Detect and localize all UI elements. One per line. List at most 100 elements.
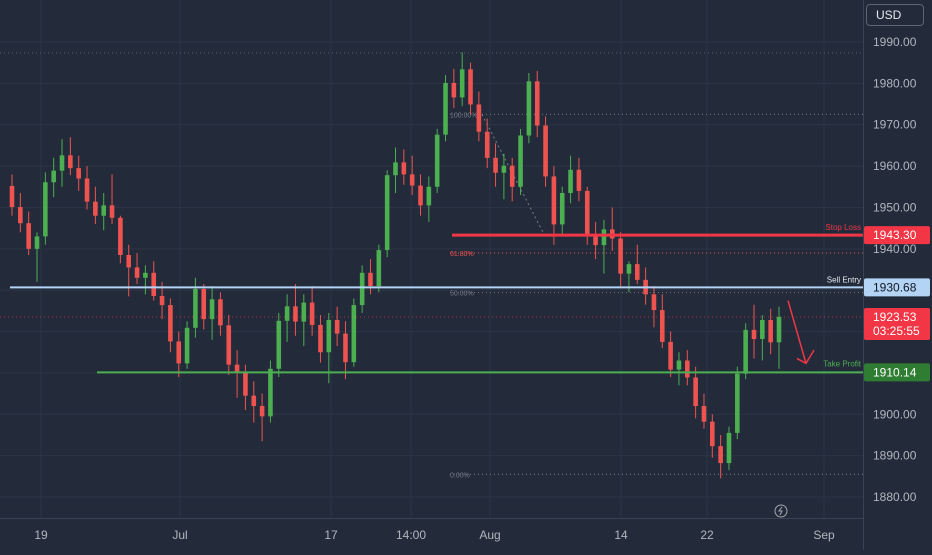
candle-body: [84, 178, 90, 202]
candle-body: [451, 82, 457, 98]
candle-body: [710, 421, 715, 447]
last-price-countdown: 03:25:55: [873, 324, 920, 338]
fib-level-label: 50.00%: [450, 291, 474, 298]
candle-body: [9, 185, 15, 208]
candle-body: [768, 319, 773, 343]
time-tick-label: 14:00: [396, 528, 426, 542]
candle-body: [26, 223, 31, 249]
candle-body: [760, 319, 765, 339]
candle-body: [526, 81, 532, 136]
candle-body: [59, 155, 65, 171]
price-tick-label: 1960.00: [873, 159, 917, 173]
last-price-badge-value: 1923.53: [873, 310, 917, 324]
price-tick-label: 1970.00: [873, 118, 917, 132]
candle-body: [193, 288, 198, 328]
candle-body: [634, 264, 640, 280]
candle-body: [126, 255, 132, 268]
candle-body: [376, 250, 382, 287]
candle-body: [426, 186, 432, 206]
candle-body: [626, 264, 632, 274]
candle-body: [401, 162, 407, 175]
candle-body: [701, 406, 707, 422]
candle-body: [501, 165, 507, 173]
projection-arrow-shaft: [787, 300, 807, 364]
candle-body: [226, 325, 232, 365]
price-tick-label: 1880.00: [873, 490, 917, 504]
candle-body: [359, 272, 365, 306]
candle-body: [443, 82, 448, 135]
candle-body: [318, 324, 323, 353]
candle-body: [109, 205, 115, 218]
last-price-badge[interactable]: [864, 307, 930, 340]
time-tick-label: Jul: [172, 528, 187, 542]
time-tick-label: Aug: [479, 528, 500, 542]
candle-body: [251, 395, 257, 406]
currency-selector[interactable]: USD: [866, 4, 924, 26]
candle-body: [18, 207, 23, 224]
candle-body: [659, 310, 665, 342]
time-tick-label: 19: [34, 528, 48, 542]
take-profit-label: Take Profit: [823, 359, 862, 368]
stop-loss-badge[interactable]: [864, 226, 930, 245]
candle-body: [518, 135, 523, 187]
candle-body: [418, 185, 423, 206]
candle-body: [776, 316, 782, 343]
candle-body: [243, 372, 248, 396]
candle-body: [668, 341, 673, 370]
time-tick-label: 22: [700, 528, 714, 542]
candle-body: [751, 329, 757, 339]
sell-entry-badge-value: 1930.68: [873, 280, 917, 294]
candle-body: [409, 174, 415, 186]
candle-body: [276, 320, 282, 369]
price-tick-label: 1940.00: [873, 242, 917, 256]
candle-body: [718, 446, 723, 464]
currency-label: USD: [876, 8, 902, 22]
price-tick-label: 1900.00: [873, 407, 917, 421]
candle-body: [459, 69, 465, 98]
candle-body: [93, 201, 98, 216]
candle-body: [168, 305, 173, 342]
time-tick-label: 14: [614, 528, 628, 542]
candle-body: [184, 327, 190, 364]
candle-body: [576, 169, 582, 191]
candle-body: [534, 81, 540, 126]
replay-icon[interactable]: [774, 504, 788, 518]
price-tick-label: 1890.00: [873, 449, 917, 463]
time-tick-label: 17: [324, 528, 338, 542]
candle-body: [176, 341, 182, 364]
candle-body: [593, 234, 598, 246]
candle-body: [384, 175, 390, 251]
lightning-icon: [778, 506, 783, 516]
candle-body: [476, 104, 482, 132]
candle-body: [218, 299, 223, 326]
candle-body: [326, 319, 332, 353]
candle-body: [676, 360, 682, 370]
fib-level-label: 61.80%: [450, 251, 474, 258]
candle-body: [51, 170, 56, 183]
candle-body: [301, 302, 307, 322]
candle-body: [601, 229, 607, 246]
price-tick-label: 1980.00: [873, 76, 917, 90]
candle-body: [726, 432, 732, 464]
candle-body: [151, 272, 157, 296]
sell-entry-badge[interactable]: [864, 278, 930, 297]
candle-body: [693, 377, 698, 406]
candle-body: [34, 236, 40, 249]
candle-body: [551, 176, 557, 225]
candle-body: [343, 333, 348, 363]
candle-body: [685, 360, 690, 378]
candle-body: [743, 329, 748, 374]
candle-body: [618, 238, 623, 274]
candle-body: [309, 302, 315, 325]
candle-body: [351, 305, 357, 363]
time-tick-label: Sep: [813, 528, 835, 542]
take-profit-badge-value: 1910.14: [873, 365, 917, 379]
candle-body: [484, 131, 490, 158]
candle-body: [76, 168, 81, 179]
candle-body: [568, 169, 573, 193]
candle-body: [259, 406, 265, 417]
candle-body: [543, 125, 548, 177]
candle-body: [134, 267, 140, 278]
take-profit-badge[interactable]: [864, 363, 930, 382]
